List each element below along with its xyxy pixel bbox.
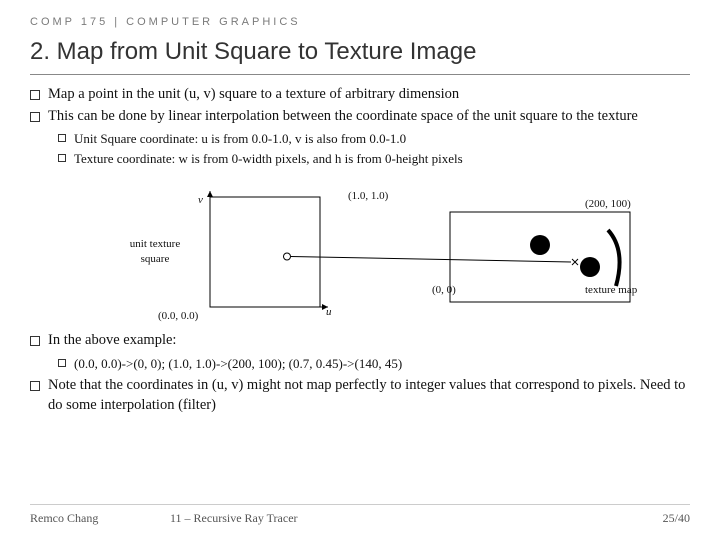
tex-top-label: (200, 100) <box>585 197 631 212</box>
bullet-text: This can be done by linear interpolation… <box>48 107 638 127</box>
bullet-text: Note that the coordinates in (u, v) migh… <box>48 376 690 415</box>
unit-square-label: unit texture square <box>120 237 190 267</box>
tex-map-label: texture map <box>585 283 637 298</box>
footer-page: 25/40 <box>663 511 690 526</box>
diagram-area: unit texture square v u (1.0, 1.0) (0.0,… <box>30 177 690 327</box>
course-header: COMP 175 | COMPUTER GRAPHICS <box>0 0 720 38</box>
bullet-box-icon <box>30 90 40 100</box>
slide-footer: Remco Chang 11 – Recursive Ray Tracer 25… <box>30 504 690 526</box>
bullet-item: Note that the coordinates in (u, v) migh… <box>30 376 690 415</box>
bullet-box-icon <box>58 154 66 162</box>
unit-top-label: (1.0, 1.0) <box>348 189 388 204</box>
bullet-box-icon <box>58 359 66 367</box>
bullet-box-icon <box>30 381 40 391</box>
slide-content: Map a point in the unit (u, v) square to… <box>0 85 720 415</box>
bullet-item: Map a point in the unit (u, v) square to… <box>30 85 690 105</box>
sub-bullet-item: (0.0, 0.0)->(0, 0); (1.0, 1.0)->(200, 10… <box>58 355 690 373</box>
bullet-box-icon <box>30 336 40 346</box>
sub-bullet-text: Unit Square coordinate: u is from 0.0-1.… <box>74 130 406 148</box>
sub-bullet-item: Texture coordinate: w is from 0-width pi… <box>58 150 690 168</box>
bullet-box-icon <box>58 134 66 142</box>
slide-title: 2. Map from Unit Square to Texture Image <box>30 38 690 66</box>
bullet-box-icon <box>30 112 40 122</box>
sub-bullet-item: Unit Square coordinate: u is from 0.0-1.… <box>58 130 690 148</box>
bullet-text: Map a point in the unit (u, v) square to… <box>48 85 459 105</box>
u-axis-label: u <box>326 305 332 320</box>
tex-origin-label: (0, 0) <box>432 283 456 298</box>
footer-chapter: 11 – Recursive Ray Tracer <box>170 511 663 526</box>
bullet-item: In the above example: <box>30 331 690 351</box>
sub-bullet-list: (0.0, 0.0)->(0, 0); (1.0, 1.0)->(200, 10… <box>58 355 690 373</box>
bullet-text: In the above example: <box>48 331 176 351</box>
v-axis-label: v <box>198 193 203 208</box>
unit-origin-label: (0.0, 0.0) <box>158 309 198 324</box>
bullet-item: This can be done by linear interpolation… <box>30 107 690 127</box>
sub-bullet-text: Texture coordinate: w is from 0-width pi… <box>74 150 463 168</box>
sub-bullet-list: Unit Square coordinate: u is from 0.0-1.… <box>58 130 690 167</box>
sub-bullet-text: (0.0, 0.0)->(0, 0); (1.0, 1.0)->(200, 10… <box>74 355 402 373</box>
title-row: 2. Map from Unit Square to Texture Image <box>30 38 690 75</box>
footer-author: Remco Chang <box>30 511 170 526</box>
